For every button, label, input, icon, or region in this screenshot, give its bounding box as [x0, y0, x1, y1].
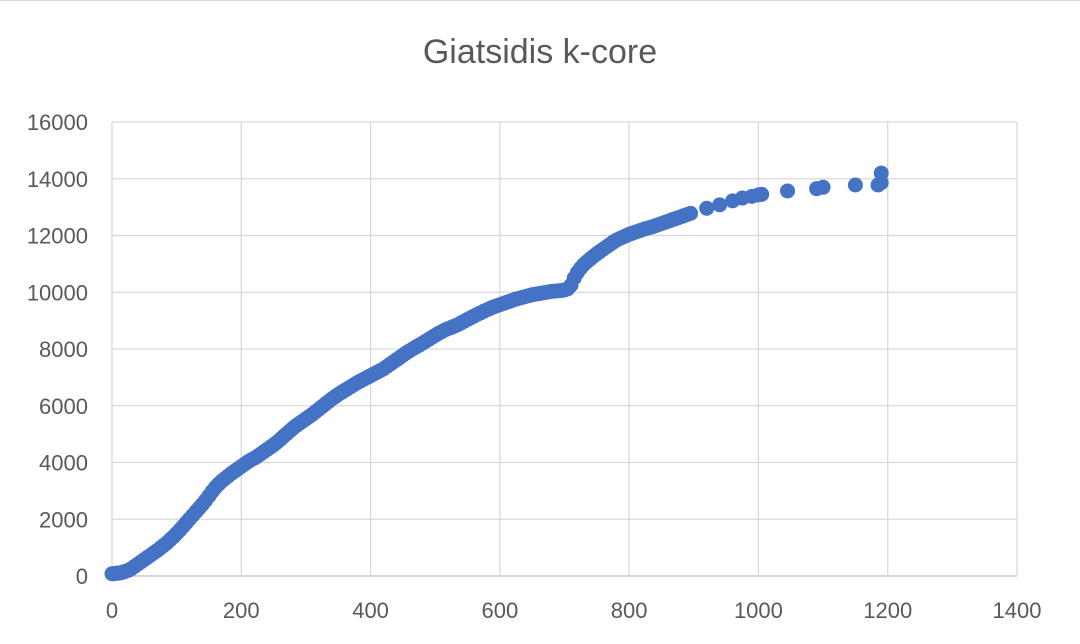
data-point: [847, 177, 863, 193]
x-tick-label: 0: [106, 598, 118, 623]
data-point: [873, 165, 889, 181]
y-tick-label: 6000: [39, 394, 88, 419]
x-tick-label: 200: [223, 598, 260, 623]
x-tick-label: 800: [611, 598, 648, 623]
chart-title: Giatsidis k-core: [422, 33, 658, 71]
y-axis-tick-labels: 0 2000 4000 6000 8000 10000 12000 14000 16000: [27, 110, 88, 589]
y-tick-label: 16000: [27, 110, 88, 135]
x-tick-label: 600: [481, 598, 518, 623]
x-tick-label: 400: [352, 598, 389, 623]
x-tick-label: 1200: [863, 598, 912, 623]
data-point: [712, 197, 728, 213]
y-tick-label: 14000: [27, 167, 88, 192]
x-tick-label: 1400: [993, 598, 1042, 623]
y-tick-label: 0: [76, 564, 88, 589]
data-point: [683, 205, 699, 221]
data-point: [754, 186, 770, 202]
x-axis-tick-labels: 0 200 400 600 800 1000 1200 1400: [106, 598, 1042, 623]
y-tick-label: 10000: [27, 280, 88, 305]
data-point: [699, 200, 715, 216]
y-tick-label: 8000: [39, 337, 88, 362]
data-points: [104, 165, 889, 582]
x-tick-label: 1000: [734, 598, 783, 623]
data-point: [780, 183, 796, 199]
y-tick-label: 12000: [27, 224, 88, 249]
y-tick-label: 4000: [39, 451, 88, 476]
y-tick-label: 2000: [39, 507, 88, 532]
data-point: [815, 179, 831, 195]
